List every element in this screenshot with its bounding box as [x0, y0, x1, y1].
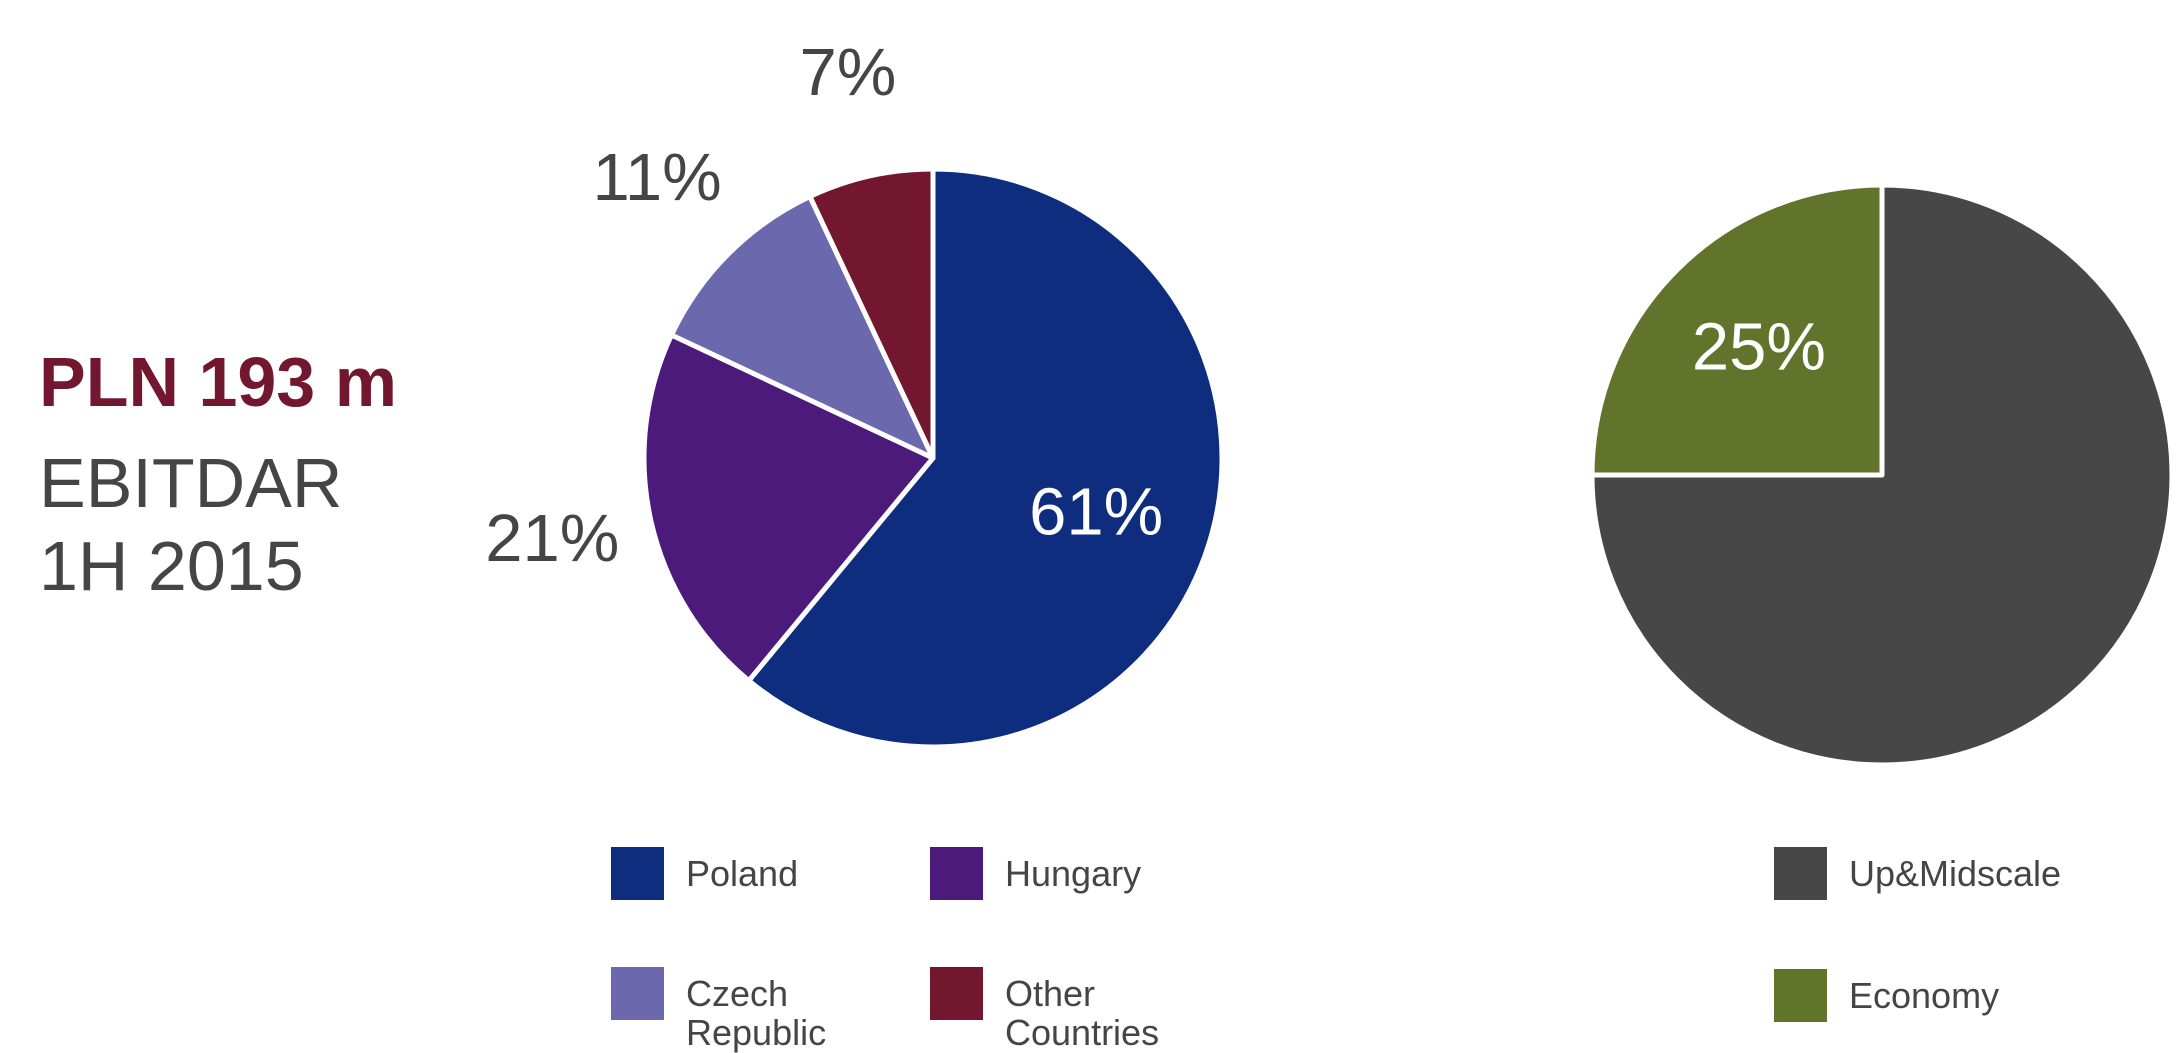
legend-swatch — [611, 847, 664, 900]
slice-label: 11% — [593, 140, 722, 215]
legend-swatch — [1774, 847, 1827, 900]
legend-item: Czech Republic — [611, 967, 826, 1052]
pie-slice — [641, 332, 936, 684]
pie-slice — [1589, 182, 1885, 478]
legend-label: Other Countries — [1005, 973, 1160, 1053]
legend-item: Other Countries — [930, 967, 1159, 1052]
legend-label: Poland — [686, 853, 799, 894]
legend-label: Up&Midscale — [1849, 853, 2062, 894]
amount: PLN 193 m — [39, 343, 397, 421]
pie-slice — [807, 166, 936, 461]
legend-item: Economy — [1774, 969, 2104, 1022]
legend-item: Hungary — [930, 847, 1141, 900]
legend-swatch — [1774, 969, 1827, 1022]
legend-item: Up&Midscale — [1774, 847, 2104, 900]
legend-label: Hungary — [1005, 853, 1142, 894]
legend-swatch — [611, 967, 664, 1020]
pie-slice — [1589, 182, 2175, 768]
slice-label: 7% — [799, 35, 896, 110]
page: PLN 193 m EBITDAR 1H 2015 61% 21% 11% 7% 25%… — [39, 34, 2175, 1052]
slice-label: 21% — [485, 501, 619, 576]
legend-item: Poland — [611, 847, 811, 900]
metric: EBITDAR — [39, 444, 343, 522]
period: 1H 2015 — [39, 527, 304, 605]
slice-label: 25% — [1692, 310, 1826, 385]
slice-label: 61% — [1029, 474, 1163, 549]
legend-swatch — [930, 847, 983, 900]
legend-label: Czech Republic — [686, 973, 827, 1053]
legend-swatch — [930, 967, 983, 1020]
pie-slice — [746, 166, 1225, 750]
legend-label: Economy — [1849, 975, 2000, 1016]
charts: 61% 21% 11% 7% 25% — [485, 34, 2175, 768]
pie-slice — [669, 194, 936, 461]
